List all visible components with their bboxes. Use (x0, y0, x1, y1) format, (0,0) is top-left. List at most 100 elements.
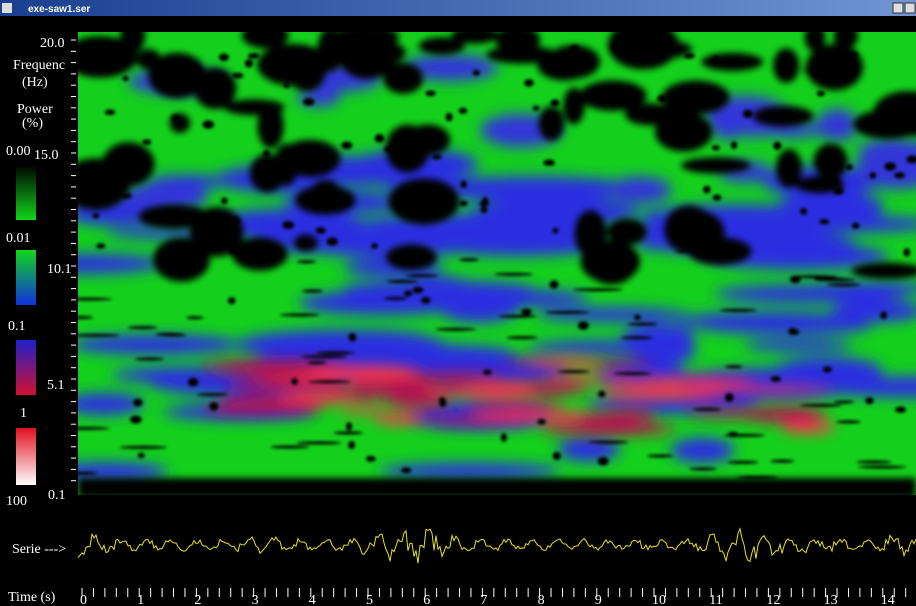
dark-dot (498, 314, 537, 318)
dark-dot (856, 460, 892, 464)
dark-dot (511, 38, 518, 45)
dark-dot (726, 460, 759, 464)
dark-dot (302, 97, 315, 106)
dark-dot (432, 154, 442, 160)
dark-blob (385, 124, 430, 173)
dark-dot (231, 72, 244, 79)
freq-unit: (Hz) (22, 75, 48, 90)
dark-dot (403, 290, 413, 297)
dark-blob (833, 32, 859, 50)
dark-dot (137, 452, 145, 459)
time-tick-label: 1 (137, 593, 144, 606)
dark-dot (845, 164, 853, 171)
red-patch (459, 383, 537, 398)
dark-dot (656, 94, 668, 103)
dark-blob (388, 178, 460, 225)
dark-dot (712, 55, 720, 65)
time-tick-label: 9 (595, 593, 602, 606)
freq-tick: 0.1 (48, 488, 66, 503)
red-patch (540, 421, 676, 436)
dark-dot (187, 377, 199, 387)
colorbar-segment (16, 165, 36, 220)
blue-patch (78, 392, 144, 415)
dark-dot (313, 161, 325, 168)
red-patch (373, 413, 427, 425)
dark-dot (880, 311, 888, 320)
dark-dot (773, 141, 782, 151)
dark-dot (111, 178, 121, 186)
dark-dot (412, 286, 424, 294)
dark-dot (833, 186, 844, 195)
red-patch (338, 407, 386, 414)
dark-dot (262, 149, 270, 158)
dark-dot (812, 69, 820, 78)
dark-dot (333, 431, 364, 435)
dark-dot (819, 219, 830, 225)
dark-blob (654, 112, 713, 152)
dark-dot (227, 297, 236, 305)
power-level: 1 (20, 406, 27, 421)
dark-dot (339, 200, 351, 206)
dark-dot (296, 260, 316, 264)
close-button[interactable] (904, 2, 916, 14)
time-tick-label: 3 (252, 593, 259, 606)
red-patch (688, 385, 834, 393)
dark-dot (337, 43, 345, 51)
dark-dot (479, 201, 490, 207)
dark-dot (816, 90, 825, 97)
dark-dot (405, 274, 439, 278)
dark-dot (78, 186, 85, 193)
dark-blob (563, 87, 585, 125)
freq-tick: 20.0 (40, 36, 65, 51)
dark-dot (458, 107, 468, 114)
dark-dot (711, 145, 720, 151)
dark-blob (136, 48, 161, 70)
dark-dot (95, 243, 106, 249)
blue-patch (313, 344, 516, 362)
dark-dot (472, 69, 481, 76)
dark-dot (532, 105, 540, 111)
power-level: 0.01 (6, 231, 31, 246)
dark-dot (134, 357, 165, 361)
window-icon[interactable] (2, 3, 12, 13)
dark-dot (218, 53, 230, 62)
blue-patch (535, 307, 688, 322)
dark-blob (78, 35, 138, 78)
dark-dot (221, 197, 228, 205)
dark-blob (386, 244, 437, 271)
dark-dot (865, 397, 874, 405)
dark-dot (550, 99, 560, 107)
dark-dot (869, 171, 877, 179)
dark-blob (418, 37, 465, 55)
red-patch (276, 392, 355, 404)
dark-dot (291, 378, 298, 385)
dark-dot (724, 365, 743, 369)
window-title: exe-saw1.ser (28, 4, 90, 15)
dark-dot (244, 59, 253, 68)
dark-blob (102, 142, 155, 187)
dark-blob (231, 237, 288, 271)
colorbar-segment (16, 250, 36, 305)
dark-dot (120, 193, 133, 199)
dark-dot (326, 237, 339, 246)
minimize-button[interactable] (892, 2, 904, 14)
dark-dot (675, 249, 695, 253)
dark-blob (295, 185, 356, 215)
dark-dot (383, 296, 407, 300)
dark-blob (776, 148, 803, 188)
freq-label: Frequenc (13, 58, 65, 73)
dark-dot (159, 333, 187, 337)
freq-tick: 5.1 (47, 378, 65, 393)
dark-dot (459, 258, 479, 262)
dark-dot (598, 390, 606, 398)
time-tick-label: 8 (538, 593, 545, 606)
dark-dot (884, 162, 897, 171)
dark-dot (552, 451, 561, 461)
dark-blob (661, 80, 730, 115)
dark-blob (701, 52, 764, 72)
dark-dot (588, 440, 629, 444)
dark-dot (435, 200, 443, 210)
dark-dot (296, 441, 342, 445)
red-patch (600, 409, 657, 422)
spectrogram (78, 32, 916, 495)
